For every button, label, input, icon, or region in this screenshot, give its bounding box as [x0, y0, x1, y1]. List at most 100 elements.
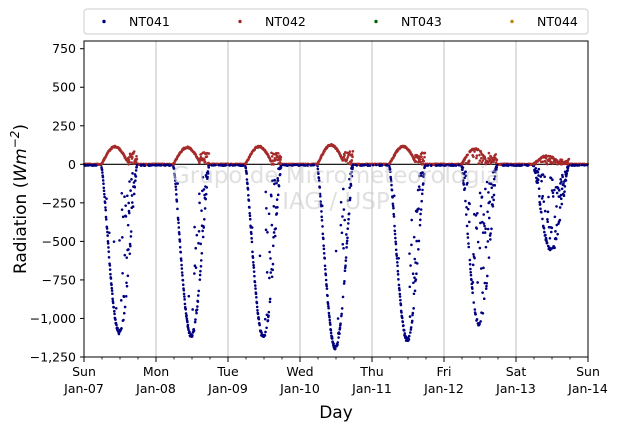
point-nt041: [128, 242, 132, 246]
point-nt041: [397, 283, 401, 287]
point-nt041: [362, 163, 366, 167]
point-nt041: [178, 240, 182, 243]
point-nt041: [563, 185, 567, 188]
point-nt041: [366, 163, 369, 167]
point-nt041: [268, 300, 272, 304]
point-nt041: [402, 328, 406, 332]
point-nt041: [268, 250, 271, 254]
point-nt041: [126, 194, 129, 198]
point-nt041: [388, 165, 391, 169]
point-nt041: [550, 189, 554, 192]
point-nt041: [467, 245, 471, 249]
point-nt041: [122, 295, 126, 299]
point-nt041: [463, 176, 466, 180]
point-nt041: [481, 291, 484, 294]
point-nt041: [560, 180, 563, 184]
point-nt041: [336, 343, 339, 347]
point-nt041: [345, 239, 349, 243]
point-nt041: [418, 174, 421, 178]
point-nt041: [129, 235, 133, 238]
point-nt041: [265, 207, 268, 210]
point-nt041: [324, 273, 328, 277]
point-nt041: [183, 295, 186, 298]
point-nt041: [399, 303, 403, 307]
point-nt041: [276, 177, 279, 180]
point-nt041: [198, 192, 201, 196]
point-nt041: [130, 177, 133, 181]
point-nt041: [409, 264, 412, 267]
x-tick-date: Jan-09: [207, 381, 248, 396]
point-nt041: [400, 311, 403, 314]
point-nt041: [348, 177, 351, 181]
point-nt041: [251, 256, 255, 259]
point-nt041: [342, 187, 345, 191]
point-nt041: [257, 317, 261, 321]
point-nt041: [539, 207, 542, 211]
point-nt041: [276, 193, 280, 197]
x-tick-day: Sun: [576, 364, 600, 379]
point-nt041: [130, 194, 134, 197]
point-nt041: [324, 267, 327, 271]
point-nt042: [567, 157, 571, 161]
point-nt041: [570, 163, 574, 167]
point-nt041: [186, 323, 190, 327]
point-nt041: [159, 164, 163, 167]
point-nt041: [556, 232, 559, 236]
point-nt041: [355, 164, 359, 167]
point-nt041: [339, 200, 343, 204]
point-nt041: [317, 179, 321, 182]
point-nt042: [127, 158, 131, 162]
point-nt041: [112, 305, 116, 309]
point-nt041: [112, 240, 116, 243]
point-nt041: [269, 257, 272, 260]
point-nt041: [322, 244, 325, 247]
point-nt041: [486, 240, 490, 243]
point-nt041: [106, 234, 109, 237]
point-nt042: [414, 160, 418, 163]
point-nt041: [474, 214, 478, 217]
point-nt041: [555, 191, 559, 195]
point-nt041: [268, 297, 272, 301]
point-nt041: [457, 163, 460, 167]
point-nt041: [127, 201, 130, 205]
point-nt041: [346, 227, 350, 230]
point-nt041: [90, 163, 93, 167]
point-nt041: [393, 224, 396, 228]
point-nt042: [418, 157, 422, 161]
point-nt041: [551, 195, 555, 198]
point-nt041: [484, 287, 488, 290]
point-nt041: [391, 202, 395, 206]
point-nt041: [553, 246, 556, 250]
point-nt041: [429, 164, 433, 167]
point-nt041: [206, 170, 210, 173]
point-nt042: [423, 151, 427, 155]
y-axis-label: Radiation (Wm−2): [8, 124, 31, 274]
point-nt041: [124, 215, 128, 218]
point-nt041: [467, 242, 470, 245]
point-nt041: [479, 320, 482, 323]
point-nt041: [465, 224, 469, 228]
point-nt041: [223, 164, 227, 167]
point-nt041: [131, 205, 135, 208]
point-nt041: [103, 201, 107, 205]
point-nt041: [176, 182, 180, 185]
point-nt041: [390, 188, 394, 192]
legend-box: [83, 8, 589, 35]
point-nt041: [420, 174, 423, 177]
point-nt041: [401, 316, 404, 320]
point-nt041: [114, 306, 118, 310]
point-nt041: [478, 322, 481, 326]
point-nt042: [279, 158, 282, 161]
point-nt041: [415, 262, 419, 265]
point-nt041: [116, 326, 119, 330]
point-nt041: [87, 163, 90, 167]
point-nt041: [258, 323, 261, 327]
point-nt041: [554, 237, 558, 241]
legend: NT041 NT042 NT043 NT044: [83, 8, 589, 35]
point-nt041: [486, 274, 489, 278]
point-nt041: [251, 250, 254, 254]
point-nt041: [555, 205, 558, 208]
point-nt041: [264, 190, 268, 194]
point-nt041: [228, 164, 231, 167]
